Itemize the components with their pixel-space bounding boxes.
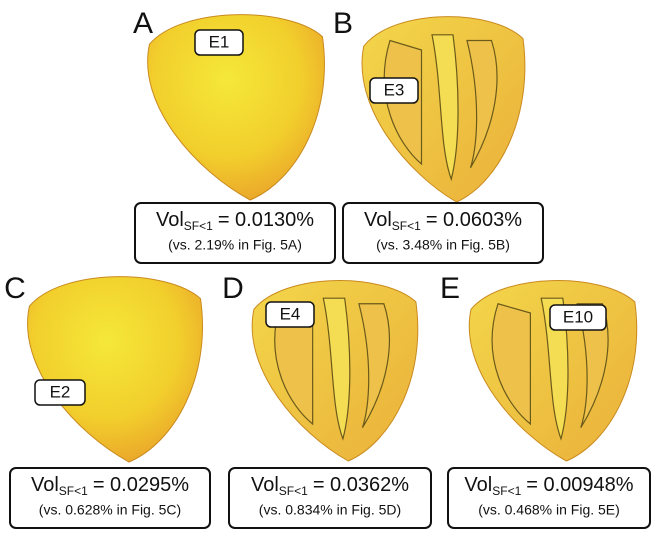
result-box: [228, 467, 432, 529]
vol-base: Vol: [464, 474, 492, 496]
marker-box: [369, 77, 419, 104]
marker-label: E2: [50, 382, 71, 401]
comparison-note: (vs. 3.48% in Fig. 5B): [376, 237, 510, 253]
cavity: [358, 303, 390, 429]
cavity: [576, 303, 609, 429]
result-box: [342, 202, 544, 264]
marker-label: E3: [384, 80, 405, 99]
marker-label: E4: [280, 304, 301, 323]
panel-letter: A: [133, 7, 153, 40]
panel: A E1 VolSF<1 = 0.0130% (vs. 2.19% in Fig. 5A…: [133, 7, 336, 264]
marker-label: E10: [563, 307, 593, 326]
vol-value: = 0.0130%: [218, 209, 314, 231]
cavity: [431, 34, 459, 182]
vol-base: Vol: [364, 209, 392, 231]
result-box: [9, 467, 211, 529]
cavity: [322, 297, 351, 441]
panel-letter: B: [333, 7, 353, 40]
cavity: [491, 303, 531, 426]
vol-value: = 0.0295%: [93, 474, 189, 496]
comparison-note: (vs. 0.468% in Fig. 5E): [478, 502, 620, 518]
cavity: [466, 39, 498, 169]
panel: B E3 VolSF<1 = 0.0603% (vs. 3.48% in Fig. 5B…: [333, 7, 544, 264]
vol-subscript: SF<1: [184, 219, 213, 233]
vol-subscript: SF<1: [392, 219, 421, 233]
vol-base: Vol: [156, 209, 184, 231]
marker-box: [549, 304, 607, 331]
volume-equation: VolSF<1 = 0.0130%: [156, 209, 314, 233]
volume-equation: VolSF<1 = 0.0362%: [251, 474, 409, 498]
marker-box: [34, 379, 86, 406]
panel-letter: C: [4, 272, 26, 305]
panel: E E10 VolSF<1 = 0.00948% (vs. 0.468% in Fig.…: [440, 272, 651, 529]
result-box: [447, 467, 651, 529]
vol-base: Vol: [31, 474, 59, 496]
volume-equation: VolSF<1 = 0.0295%: [31, 474, 189, 498]
vol-subscript: SF<1: [492, 484, 521, 498]
comparison-note: (vs. 2.19% in Fig. 5A): [168, 237, 302, 253]
marker-box: [265, 301, 315, 328]
vol-value: = 0.0603%: [426, 209, 522, 231]
panel-letter: E: [440, 272, 460, 305]
result-box: [134, 202, 336, 264]
panel: D E4 VolSF<1 = 0.0362% (vs. 0.834% in Fig. 5…: [222, 272, 432, 529]
comparison-note: (vs. 0.628% in Fig. 5C): [39, 502, 181, 518]
volume-equation: VolSF<1 = 0.0603%: [364, 209, 522, 233]
cavity: [540, 297, 569, 441]
comparison-note: (vs. 0.834% in Fig. 5D): [259, 502, 401, 518]
heart-model: [27, 276, 203, 463]
vol-subscript: SF<1: [279, 484, 308, 498]
vol-base: Vol: [251, 474, 279, 496]
marker-box: [194, 29, 244, 56]
panel: C E2 VolSF<1 = 0.0295% (vs. 0.628% in Fig. 5…: [4, 272, 211, 529]
volume-equation: VolSF<1 = 0.00948%: [464, 474, 633, 498]
vol-value: = 0.00948%: [526, 474, 634, 496]
vol-value: = 0.0362%: [313, 474, 409, 496]
vol-subscript: SF<1: [59, 484, 88, 498]
marker-label: E1: [209, 32, 230, 51]
heart-model: [147, 14, 325, 201]
panel-letter: D: [222, 272, 244, 305]
